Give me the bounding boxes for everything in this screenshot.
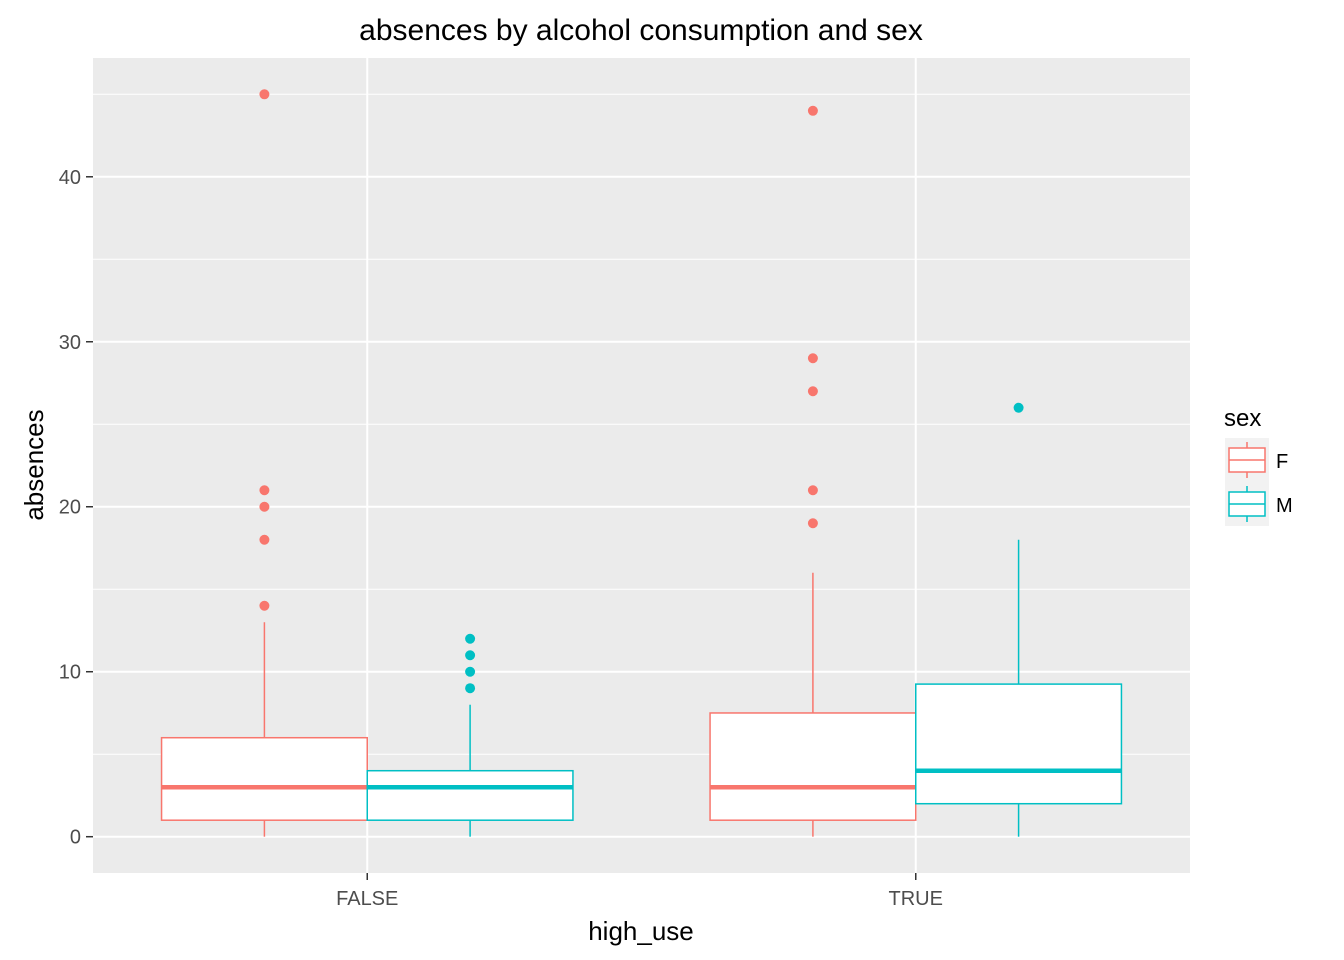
x-axis: FALSE TRUE <box>336 873 943 910</box>
box-rect <box>709 712 917 821</box>
outlier-point <box>465 666 476 677</box>
x-tick-label: TRUE <box>889 888 943 910</box>
outlier-point <box>259 501 270 512</box>
box-rect <box>160 736 368 821</box>
y-tick-label: 20 <box>59 497 81 519</box>
outlier-point <box>465 650 476 661</box>
outlier-point <box>259 485 270 496</box>
legend-item-F: F <box>1225 438 1288 482</box>
outlier-point <box>807 518 818 529</box>
outlier-point <box>807 105 818 116</box>
x-tick-label: FALSE <box>336 888 398 910</box>
legend-label: F <box>1276 451 1288 473</box>
box-F-TRUE <box>709 105 917 837</box>
y-axis-title: absences <box>19 409 49 520</box>
y-tick-label: 40 <box>59 167 81 189</box>
outlier-point <box>807 353 818 364</box>
box-layer <box>160 89 1123 837</box>
outlier-point <box>259 600 270 611</box>
outlier-point <box>465 633 476 644</box>
outlier-point <box>807 386 818 397</box>
outlier-point <box>807 485 818 496</box>
y-tick-label: 10 <box>59 662 81 684</box>
legend-title: sex <box>1224 405 1261 432</box>
x-axis-title: high_use <box>588 916 694 946</box>
outlier-point <box>1013 402 1024 413</box>
legend-label: M <box>1276 495 1293 517</box>
legend: sex FM <box>1224 405 1293 526</box>
outlier-point <box>259 534 270 545</box>
box-F-FALSE <box>160 89 368 837</box>
box-rect <box>366 769 574 821</box>
chart-title: absences by alcohol consumption and sex <box>359 14 923 47</box>
legend-item-M: M <box>1225 482 1293 526</box>
box-rect <box>915 683 1123 805</box>
y-tick-label: 30 <box>59 332 81 354</box>
outlier-point <box>259 89 270 100</box>
box-M-TRUE <box>915 402 1123 837</box>
y-tick-label: 0 <box>70 827 81 849</box>
outlier-point <box>465 683 476 694</box>
y-axis: 0 10 20 30 40 <box>59 167 93 849</box>
box-M-FALSE <box>366 633 574 837</box>
grid-major <box>93 58 1190 873</box>
